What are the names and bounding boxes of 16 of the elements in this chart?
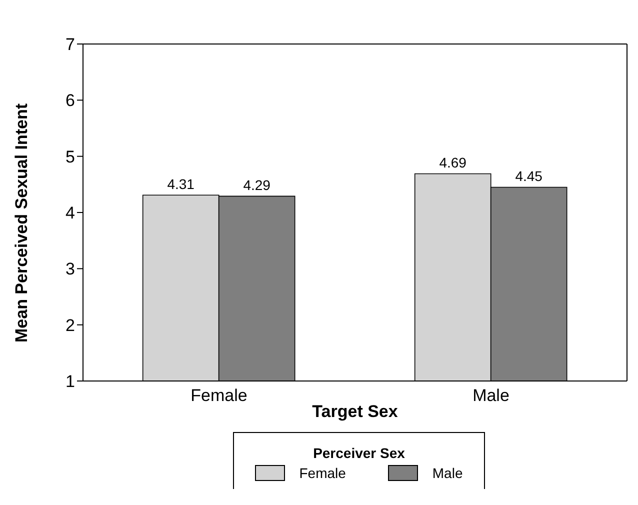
data-label: 4.45 [515, 168, 543, 184]
y-tick-label: 6 [66, 91, 75, 110]
y-tick-label: 4 [66, 204, 75, 223]
y-tick-label: 5 [66, 147, 75, 166]
legend-title: Perceiver Sex [312, 445, 406, 461]
data-label: 4.69 [439, 154, 467, 171]
y-tick-label: 7 [66, 35, 75, 54]
data-label: 4.31 [167, 176, 195, 192]
y-tick-label: 1 [66, 372, 75, 392]
legend-label: Female [298, 465, 346, 481]
y-tick-label: 2 [66, 316, 75, 335]
y-tick-label: 3 [66, 260, 75, 279]
y-axis-title: Mean Perceived Sexual Intent [12, 103, 32, 342]
x-axis-title: Target Sex [312, 402, 398, 421]
legend-label: Male [431, 465, 463, 481]
data-label: 4.29 [243, 177, 271, 194]
